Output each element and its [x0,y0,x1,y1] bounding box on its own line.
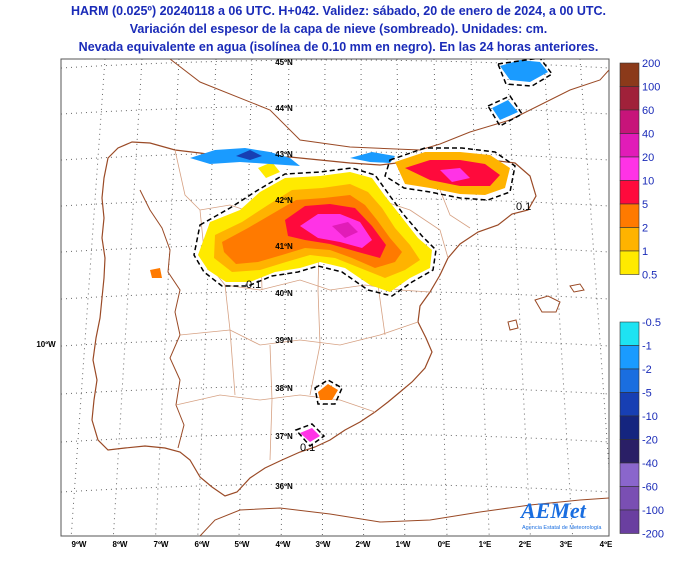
positive-scale-swatch [619,86,640,111]
lon-label: 4ºE [600,540,613,549]
positive-scale-swatch [619,62,640,87]
lon-label: 1ºW [396,540,411,549]
positive-scale-label: 5 [642,199,648,211]
negative-scale-label: -200 [642,529,664,541]
negative-scale-label: -10 [642,411,658,423]
positive-scale-label: 0.5 [642,270,657,282]
snow-loss-shading [190,60,548,166]
title-line-1: HARM (0.025º) 20240118 a 06 UTC. H+042. … [70,4,607,18]
africa-coast [199,497,609,536]
positive-scale-swatch [619,203,640,228]
lon-label: 2ºE [519,540,532,549]
positive-scale-label: 1 [642,246,648,258]
positive-scale-label: 20 [642,152,654,164]
lon-label: 3ºW [316,540,331,549]
lat-label: 45ºN [275,58,293,67]
logo-subtitle: Agencia Estatal de Meteorología [522,525,602,531]
positive-scale-swatch [619,180,640,205]
lat-label: 41ºN [275,242,293,251]
lat-label: 40ºN [275,289,293,298]
negative-scale-swatch [619,392,640,417]
negative-scale-label: -100 [642,505,664,517]
snow-shading [150,152,510,442]
negative-scale-label: -0.5 [642,317,661,329]
positive-scale-label: 2 [642,223,648,235]
negative-scale-label: -5 [642,388,652,400]
lon-label: 3ºE [560,540,573,549]
positive-scale-label: 40 [642,129,654,141]
map-frame [60,58,610,537]
negative-scale-label: -60 [642,482,658,494]
lat-label: 43ºN [275,150,293,159]
lat-label: 39ºN [275,336,293,345]
lon-label: 0ºE [438,540,451,549]
latitude-labels: 45ºN 44ºN 43ºN 42ºN 41ºN 40ºN 39ºN 38ºN 37ºN 36ºN [275,58,293,491]
contour-label: 0.1 [300,442,315,454]
precip-contour-0.1 [193,59,554,448]
positive-scale-label: 60 [642,105,654,117]
lon-label: 1ºE [479,540,492,549]
lon-label: 5ºW [235,540,250,549]
logo-text: AEMet [519,498,587,523]
iberia-coastline [91,141,537,497]
contour-label: 0.1 [516,201,531,213]
positive-scale-swatch [619,227,640,252]
negative-scale-swatch [619,439,640,464]
negative-scale-swatch [619,486,640,511]
lat-label: 42ºN [275,196,293,205]
negative-scale-swatch [619,368,640,393]
negative-scale-swatch [619,509,640,534]
positive-scale-swatch [619,133,640,158]
lat-label: 36ºN [275,482,293,491]
negative-scale-swatch [619,345,640,370]
positive-colorbar: 200 100 60 40 20 10 5 2 1 0.5 [619,58,660,282]
positive-scale-swatch [619,109,640,134]
france-coast [169,59,609,151]
negative-scale-swatch [619,415,640,440]
lon-label: 4ºW [276,540,291,549]
negative-colorbar: -0.5 -1 -2 -5 -10 -20 -40 -60 -100 -200 [619,317,664,541]
lon-label: 2ºW [356,540,371,549]
ibiza [507,319,519,331]
aemet-logo: AEMet Agencia Estatal de Meteorología [519,498,602,531]
positive-scale-label: 10 [642,176,654,188]
menorca [569,283,585,293]
title-line-3: Nevada equivalente en agua (isolínea de … [78,40,599,54]
negative-scale-swatch [619,321,640,346]
lat-label: 44ºN [275,104,293,113]
lat-label: 38ºN [275,384,293,393]
negative-scale-label: -40 [642,458,658,470]
mallorca [534,295,561,313]
title-line-2: Variación del espesor de la capa de niev… [129,22,548,36]
negative-scale-label: -2 [642,364,652,376]
positive-scale-swatch [619,156,640,181]
positive-scale-label: 100 [642,82,660,94]
positive-scale-swatch [619,250,640,275]
contour-label: 0.1 [246,279,261,291]
positive-scale-label: 200 [642,58,660,70]
lon-label: 6ºW [195,540,210,549]
lon-label: 7ºW [154,540,169,549]
lon-label: 8ºW [113,540,128,549]
longitude-labels: 9ºW 8ºW 7ºW 6ºW 5ºW 4ºW 3ºW 2ºW 1ºW 0ºE 1ºE 2ºE 3ºE 4… [72,540,613,549]
lat-label: 37ºN [275,432,293,441]
negative-scale-label: -20 [642,435,658,447]
lon-label: 9ºW [72,540,87,549]
negative-scale-label: -1 [642,341,652,353]
side-lon-label: 10ºW [36,340,56,349]
negative-scale-swatch [619,462,640,487]
